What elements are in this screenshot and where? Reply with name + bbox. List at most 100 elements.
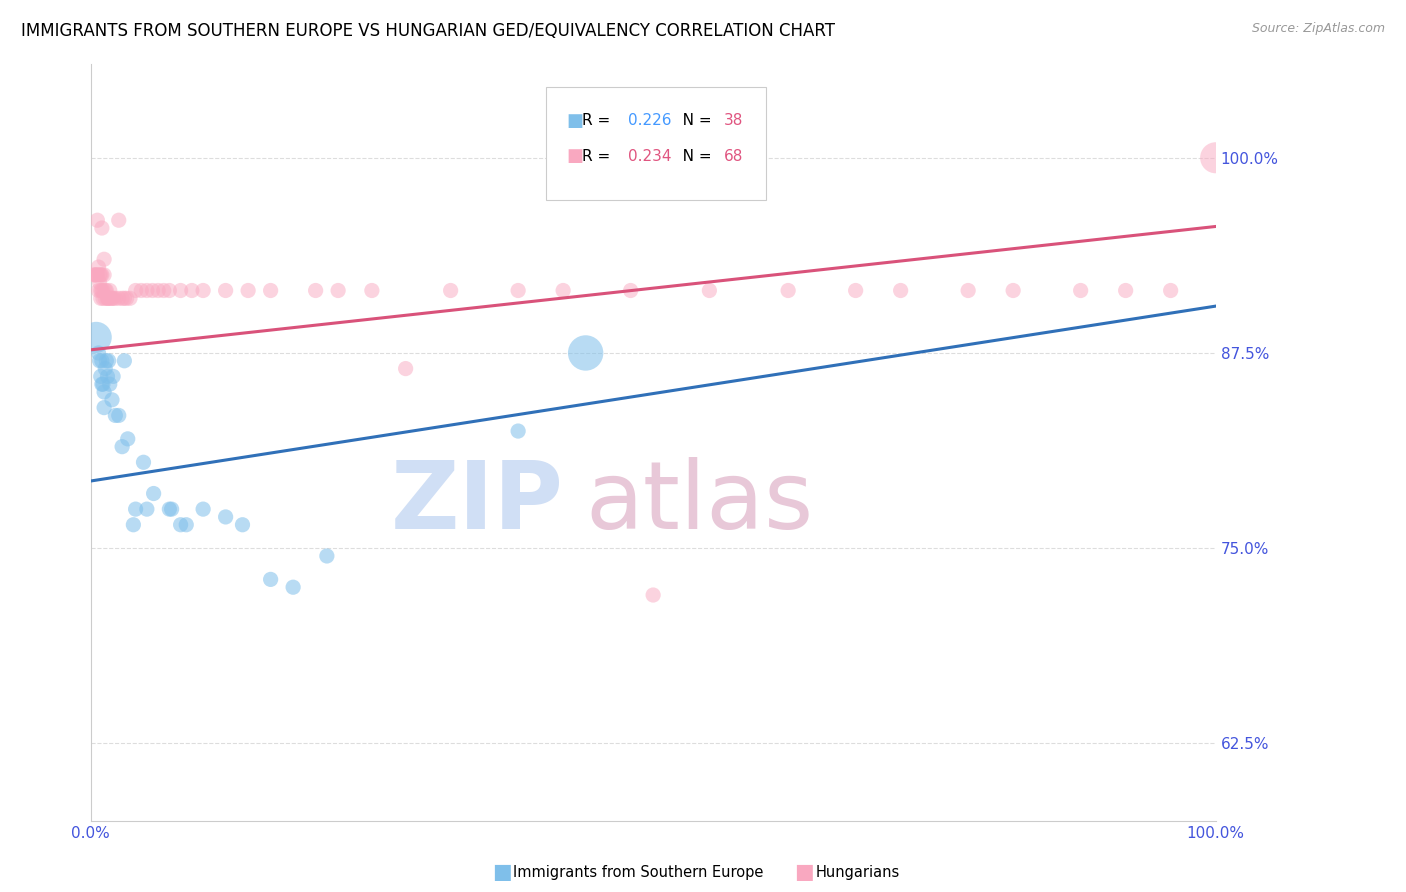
Point [91,377,114,392]
Point [508,424,530,438]
Text: 0.226: 0.226 [628,113,672,128]
Point [214,284,236,298]
Point [97,353,120,368]
Text: ■: ■ [567,147,583,165]
Point [315,549,337,563]
Text: N =: N = [668,113,716,128]
Point [90,284,112,298]
Point [360,284,382,298]
Point [169,517,191,532]
Point [96,369,118,384]
Point [778,284,800,298]
Point [440,284,463,298]
Point [86,268,108,282]
Point [890,284,912,298]
Point [101,291,124,305]
Point [553,284,575,298]
Text: ■: ■ [794,863,814,882]
Point [93,401,115,415]
Point [90,353,112,368]
Point [90,221,112,235]
Point [1115,284,1137,298]
Point [86,213,108,227]
Point [236,284,259,298]
Point [135,502,157,516]
Point [101,291,124,305]
Point [174,517,197,532]
Point [508,284,530,298]
Point [101,392,124,407]
Point [91,291,114,305]
Point [845,284,868,298]
Point [96,291,118,305]
Point [152,284,174,298]
Text: 38: 38 [724,113,744,128]
Point [124,502,146,516]
Text: 0.234: 0.234 [628,149,672,164]
Point [89,353,111,368]
Point [104,409,127,423]
Point [87,346,110,360]
Point [231,517,253,532]
Point [96,284,118,298]
Text: R =: R = [582,149,616,164]
Point [94,361,117,376]
Text: Hungarians: Hungarians [815,865,900,880]
Point [107,291,129,305]
Point [89,276,111,290]
Point [1160,284,1182,298]
Text: ZIP: ZIP [391,458,564,549]
Point [214,510,236,524]
Point [104,291,127,305]
Point [620,284,643,298]
Text: IMMIGRANTS FROM SOUTHERN EUROPE VS HUNGARIAN GED/EQUIVALENCY CORRELATION CHART: IMMIGRANTS FROM SOUTHERN EUROPE VS HUNGA… [21,22,835,40]
Point [699,284,721,298]
Point [643,588,665,602]
Point [1205,151,1227,165]
Point [957,284,980,298]
Point [84,268,107,282]
Point [107,213,129,227]
Point [146,284,169,298]
Text: R =: R = [582,113,616,128]
Point [93,252,115,267]
Point [101,369,124,384]
Point [115,291,138,305]
Point [157,502,180,516]
Point [84,268,107,282]
Text: 68: 68 [724,149,744,164]
Point [1002,284,1025,298]
Point [94,284,117,298]
Point [124,284,146,298]
Point [326,284,349,298]
Point [191,502,214,516]
Text: atlas: atlas [586,458,814,549]
Point [157,284,180,298]
Point [90,268,112,282]
Point [111,440,134,454]
Point [96,353,118,368]
Text: ■: ■ [492,863,512,882]
Point [111,291,134,305]
Point [135,284,157,298]
Text: N =: N = [668,149,716,164]
Point [281,580,304,594]
Point [84,330,107,344]
Point [191,284,214,298]
Point [87,260,110,274]
Point [90,369,112,384]
Point [98,377,121,392]
Point [259,573,281,587]
Text: Source: ZipAtlas.com: Source: ZipAtlas.com [1251,22,1385,36]
Point [97,291,120,305]
Point [107,409,129,423]
Point [90,284,112,298]
Text: ■: ■ [567,112,583,130]
Point [129,284,152,298]
Point [98,284,121,298]
Point [394,361,416,376]
Point [132,455,155,469]
Point [118,291,141,305]
Point [112,291,135,305]
Point [89,268,111,282]
